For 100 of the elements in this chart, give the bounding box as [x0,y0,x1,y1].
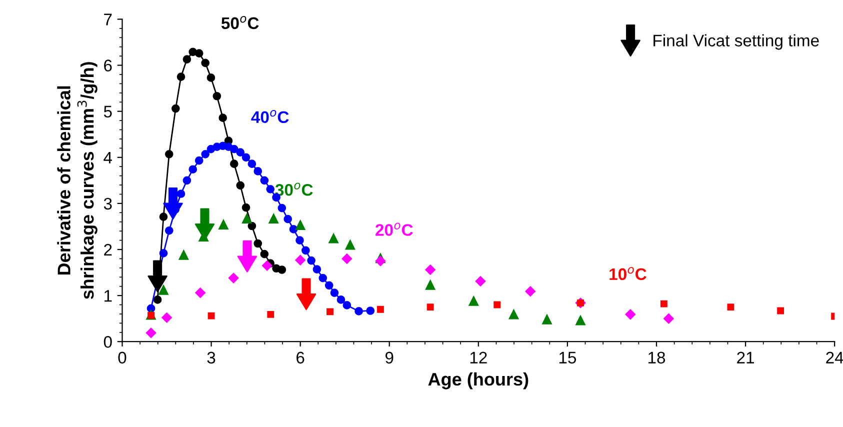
point [230,160,238,168]
y-tick-label: 7 [104,14,112,26]
point [296,236,304,244]
point [242,203,250,212]
point [201,58,210,68]
point [326,308,334,316]
point [354,307,363,316]
point [324,281,334,290]
point [267,310,274,318]
point [178,250,189,260]
legend-label: Final Vicat setting time [654,34,819,50]
point [248,160,256,168]
point [268,214,278,224]
point [164,150,174,158]
point [194,156,204,165]
x-tick-label: 18 [648,352,666,364]
x-tick-label: 24 [826,352,843,364]
point [576,316,586,326]
y-tick-label: 0 [104,336,112,348]
point [278,266,286,274]
point [289,225,298,234]
point [236,181,245,190]
point [295,254,306,266]
point [312,265,322,274]
point [260,176,269,185]
series-label: 50$^{o}$C [221,16,259,30]
y-tick-label: 6 [104,60,112,72]
point [194,49,204,58]
point [182,176,192,185]
x-tick-label: 0 [118,352,126,364]
point [248,222,256,230]
point [242,153,250,162]
point [188,165,198,174]
y-tick-label: 3 [104,198,112,210]
x-tick-label: 3 [207,352,216,364]
point [342,301,352,310]
point [328,234,338,244]
x-tick-label: 15 [559,352,576,364]
point [508,310,519,320]
x-tick-label: 6 [296,352,304,364]
point [366,306,375,315]
point [542,314,552,324]
point [425,280,436,290]
point [159,212,168,221]
y-tick-label: 5 [104,106,112,118]
point [660,300,668,308]
x-tick-label: 9 [386,352,394,364]
point [262,260,272,271]
point [176,190,186,198]
point [278,204,286,212]
point [206,74,216,82]
point [159,249,168,258]
point [236,148,245,156]
point [195,288,206,298]
point [162,312,172,323]
point [425,264,436,275]
point [218,220,228,230]
x-axis-title: Age (hours) [428,372,528,390]
y-axis-title: Derivative of chemical shrinkage curves (mm$^{3}$/g/h) [57,62,98,300]
series-label: 10$^{o}$C [610,267,646,280]
y-tick-label: 4 [104,152,112,164]
point [284,214,292,224]
point [318,274,328,282]
series-label: 40$^{o}$C [251,110,289,124]
point [345,240,356,250]
point [342,254,352,264]
point [330,288,339,297]
point [494,301,501,308]
point [254,167,262,176]
y-tick-label: 1 [104,290,112,302]
point [176,72,186,81]
point [208,312,215,320]
point [242,214,252,224]
point [664,313,674,324]
point [727,304,734,311]
point [158,285,168,295]
point [153,296,162,304]
point [171,104,180,113]
point [301,246,310,255]
point [426,304,434,311]
point [182,55,192,64]
x-tick-label: 21 [737,352,754,364]
y-tick-label: 2 [104,244,112,256]
point [266,184,275,194]
point [295,220,306,230]
point [230,144,238,154]
point [254,239,262,248]
series-label: 20$^{o}$C [376,222,413,236]
point [260,250,269,258]
point [525,286,536,297]
point [218,114,228,122]
point [376,306,384,313]
point [777,307,784,314]
point [201,150,210,158]
point [212,92,222,100]
point [228,272,239,284]
point [625,309,636,320]
point [146,328,156,338]
point [164,226,174,235]
point [375,256,386,266]
